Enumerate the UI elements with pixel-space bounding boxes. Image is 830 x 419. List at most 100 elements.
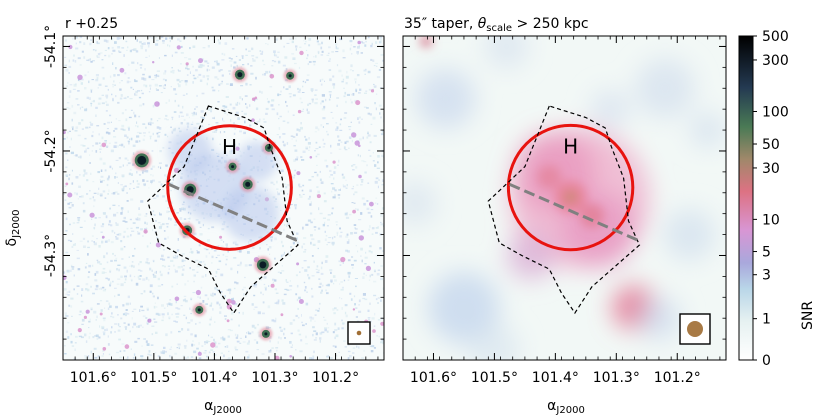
- noise-speck: [136, 326, 138, 328]
- left-x-axis-label: αJ2000: [204, 398, 242, 415]
- noise-speck: [158, 131, 161, 133]
- noise-speck: [320, 266, 323, 270]
- noise-speck: [67, 294, 70, 296]
- faint-source: [352, 308, 356, 311]
- noise-speck: [357, 154, 359, 157]
- noise-speck: [317, 50, 320, 54]
- noise-speck: [142, 123, 146, 125]
- noise-speck: [227, 329, 231, 331]
- noise-speck: [369, 141, 372, 144]
- noise-speck: [93, 99, 95, 103]
- noise-speck: [123, 322, 126, 324]
- noise-speck: [114, 41, 117, 44]
- noise-speck: [372, 160, 375, 162]
- noise-speck: [376, 167, 380, 169]
- noise-speck: [143, 184, 146, 187]
- noise-speck: [89, 318, 91, 321]
- noise-speck: [67, 322, 70, 324]
- noise-speck: [333, 236, 336, 238]
- noise-speck: [173, 188, 177, 191]
- noise-speck: [341, 327, 344, 330]
- noise-speck: [311, 90, 313, 93]
- noise-speck: [338, 196, 340, 199]
- noise-speck: [201, 92, 205, 95]
- noise-speck: [145, 261, 148, 264]
- noise-speck: [81, 128, 84, 130]
- noise-speck: [103, 255, 106, 259]
- noise-speck: [174, 268, 176, 271]
- noise-speck: [311, 98, 314, 101]
- noise-speck: [240, 85, 244, 87]
- noise-speck: [211, 255, 214, 259]
- noise-speck: [176, 255, 179, 258]
- noise-speck: [371, 233, 374, 235]
- noise-speck: [357, 208, 359, 211]
- noise-speck: [293, 174, 296, 177]
- noise-speck: [245, 82, 248, 86]
- noise-speck: [142, 179, 145, 182]
- noise-speck: [79, 240, 83, 242]
- noise-speck: [372, 116, 376, 120]
- noise-speck: [361, 118, 363, 120]
- noise-speck: [313, 330, 317, 332]
- noise-speck: [344, 112, 348, 114]
- noise-speck: [167, 44, 169, 47]
- noise-speck: [177, 104, 180, 107]
- noise-speck: [282, 64, 286, 67]
- noise-speck: [137, 182, 140, 186]
- noise-speck: [104, 54, 107, 57]
- noise-speck: [359, 138, 362, 141]
- faint-source: [370, 89, 375, 93]
- noise-speck: [250, 65, 253, 67]
- noise-speck: [86, 59, 89, 61]
- noise-speck: [254, 326, 257, 330]
- noise-speck: [295, 158, 298, 161]
- noise-speck: [229, 103, 232, 106]
- noise-speck: [347, 259, 351, 262]
- right-frame: [402, 35, 727, 361]
- noise-speck: [380, 133, 384, 136]
- noise-speck: [87, 355, 90, 358]
- faint-source: [155, 242, 161, 248]
- noise-speck: [358, 346, 360, 349]
- noise-speck: [172, 255, 174, 258]
- point-source: [254, 256, 272, 274]
- noise-speck: [204, 60, 208, 63]
- noise-speck: [81, 50, 84, 53]
- noise-speck: [215, 122, 219, 124]
- noise-speck: [364, 256, 368, 259]
- noise-speck: [345, 75, 349, 79]
- noise-speck: [350, 121, 352, 123]
- noise-speck: [67, 82, 69, 84]
- noise-speck: [305, 49, 308, 51]
- noise-speck: [79, 107, 81, 110]
- noise-speck: [252, 58, 254, 60]
- noise-speck: [290, 346, 293, 348]
- noise-speck: [101, 355, 104, 357]
- noise-speck: [192, 269, 195, 271]
- noise-speck: [371, 42, 373, 46]
- noise-speck: [310, 319, 312, 322]
- noise-speck: [373, 261, 375, 264]
- noise-speck: [234, 127, 237, 130]
- noise-speck: [83, 56, 86, 59]
- noise-speck: [72, 88, 76, 90]
- noise-speck: [339, 235, 342, 238]
- noise-speck: [274, 257, 276, 260]
- noise-speck: [148, 187, 150, 189]
- noise-speck: [180, 305, 183, 307]
- noise-speck: [219, 291, 223, 293]
- noise-speck: [381, 184, 384, 186]
- noise-speck: [274, 54, 278, 57]
- noise-speck: [335, 334, 339, 338]
- noise-speck: [254, 283, 258, 286]
- noise-speck: [122, 304, 125, 307]
- noise-speck: [77, 218, 80, 221]
- noise-speck: [239, 337, 242, 339]
- region-circle: [166, 124, 293, 251]
- noise-speck: [130, 137, 133, 141]
- noise-speck: [155, 220, 157, 222]
- noise-speck: [256, 181, 259, 183]
- noise-speck: [120, 80, 123, 82]
